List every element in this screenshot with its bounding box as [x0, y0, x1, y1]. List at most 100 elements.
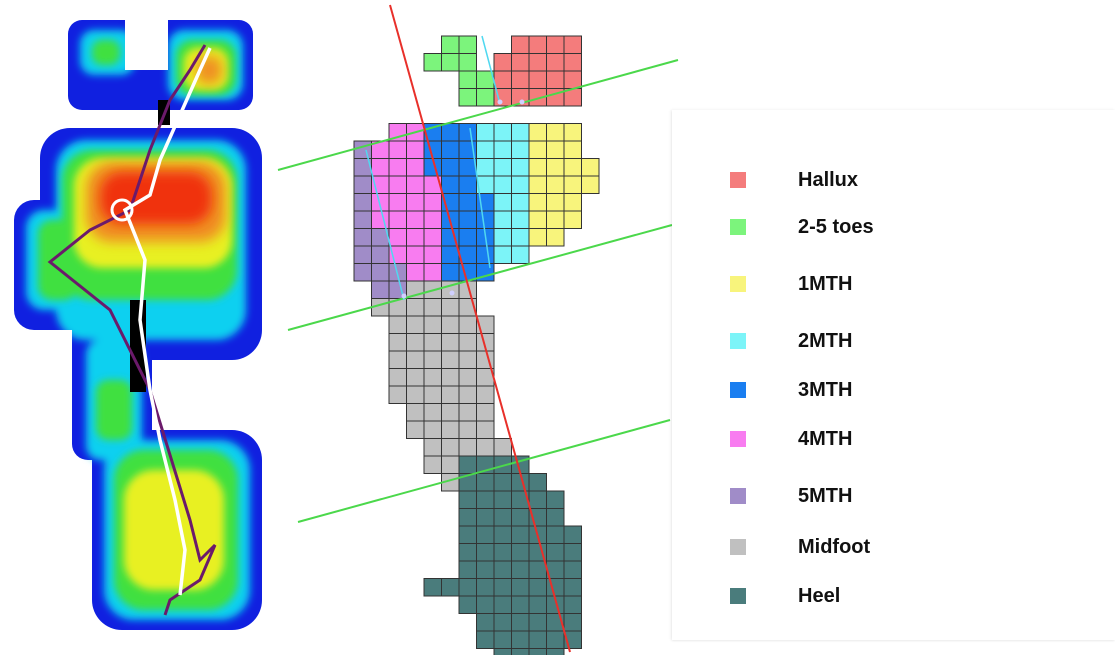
grid-cell-midfoot	[389, 316, 407, 334]
grid-cell-mth4	[371, 158, 389, 176]
grid-cell-midfoot	[441, 333, 459, 351]
grid-cell-midfoot	[424, 438, 442, 456]
grid-cell-mth4	[389, 176, 407, 194]
grid-cell-mth1	[564, 158, 582, 176]
grid-cell-mth1	[581, 176, 599, 194]
grid-cell-heel	[564, 526, 582, 544]
grid-cell-midfoot	[476, 438, 494, 456]
grid-cell-midfoot	[441, 368, 459, 386]
grid-cell-midfoot	[494, 438, 512, 456]
grid-cell-heel	[494, 596, 512, 614]
center-of-pressure-path	[122, 47, 212, 596]
grid-cell-mth3	[459, 228, 477, 246]
legend-item-mth1: 1MTH	[730, 272, 852, 296]
grid-cell-heel	[476, 578, 494, 596]
grid-cell-heel	[424, 578, 442, 596]
grid-cell-midfoot	[424, 403, 442, 421]
grid-cell-heel	[511, 543, 529, 561]
grid-cell-midfoot	[441, 438, 459, 456]
grid-cell-heel	[494, 561, 512, 579]
legend-swatch-mth3	[730, 382, 746, 398]
grid-cell-border	[493, 648, 512, 655]
grid-cell-hallux	[546, 36, 564, 54]
grid-cell-midfoot	[424, 386, 442, 404]
grid-cell-heel	[476, 491, 494, 509]
grid-cell-hallux	[494, 53, 512, 71]
grid-cell-heel	[529, 491, 547, 509]
grid-cell-mth3	[459, 211, 477, 229]
grid-cell-mth2	[494, 176, 512, 194]
grid-cell-heel	[529, 613, 547, 631]
grid-cell-mth1	[546, 123, 564, 141]
grid-cell-mth4	[424, 263, 442, 281]
grid-cell-mth4	[406, 228, 424, 246]
grid-cell-heel	[459, 526, 477, 544]
grid-cell-hallux	[529, 36, 547, 54]
grid-cell-mth5	[354, 141, 372, 159]
grid-cell-heel	[476, 526, 494, 544]
legend-swatch-mth5	[730, 488, 746, 504]
legend-swatch-toes	[730, 219, 746, 235]
legend-swatch-mth1	[730, 276, 746, 292]
grid-cell-mth1	[564, 176, 582, 194]
grid-cell-mth2	[511, 141, 529, 159]
grid-cell-mth4	[389, 211, 407, 229]
grid-cell-midfoot	[424, 298, 442, 316]
grid-cell-toes	[459, 71, 477, 89]
grid-cell-hallux	[494, 71, 512, 89]
grid-cell-mth5	[371, 228, 389, 246]
grid-cell-toes	[476, 71, 494, 89]
grid-cell-midfoot	[406, 403, 424, 421]
grid-cell-heel	[564, 561, 582, 579]
grid-cell-heel	[494, 648, 512, 655]
grid-cell-heel	[546, 631, 564, 649]
legend-swatch-mth4	[730, 431, 746, 447]
grid-cell-midfoot	[389, 368, 407, 386]
grid-cell-mth3	[459, 158, 477, 176]
grid-cell-mth5	[354, 246, 372, 264]
legend-item-mth5: 5MTH	[730, 484, 852, 508]
grid-cell-mth1	[546, 211, 564, 229]
grid-cell-heel	[564, 578, 582, 596]
legend-label-midfoot: Midfoot	[798, 535, 871, 558]
grid-cell-hallux	[564, 36, 582, 54]
grid-cell-heel	[529, 648, 547, 655]
grid-cell-mth2	[511, 193, 529, 211]
grid-cell-heel	[564, 543, 582, 561]
grid-cell-heel	[529, 561, 547, 579]
grid-cell-midfoot	[459, 368, 477, 386]
grid-cell-midfoot	[424, 316, 442, 334]
grid-cell-toes	[441, 53, 459, 71]
division-line-midfoot	[297, 419, 671, 523]
grid-cell-mth1	[529, 193, 547, 211]
grid-cell-mth2	[511, 246, 529, 264]
grid-cell-mth3	[441, 123, 459, 141]
grid-cell-heel	[546, 508, 564, 526]
grid-cell-mth2	[476, 158, 494, 176]
grid-cell-midfoot	[459, 438, 477, 456]
grid-cell-heel	[459, 561, 477, 579]
grid-cell-heel	[511, 508, 529, 526]
grid-cell-mth1	[529, 141, 547, 159]
grid-cell-mth4	[424, 246, 442, 264]
grid-cell-toes	[424, 53, 442, 71]
grid-cell-hallux	[564, 88, 582, 106]
grid-cell-midfoot	[459, 403, 477, 421]
grid-cell-mth4	[389, 228, 407, 246]
grid-cell-midfoot	[441, 386, 459, 404]
grid-cell-midfoot	[406, 333, 424, 351]
grid-cell-midfoot	[406, 298, 424, 316]
grid-cell-mth5	[354, 176, 372, 194]
grid-cell-mth4	[424, 228, 442, 246]
separator-toes	[481, 35, 501, 105]
grid-cell-hallux	[511, 53, 529, 71]
grid-cell-midfoot	[389, 351, 407, 369]
grid-cell-mth1	[564, 193, 582, 211]
grid-cell-heel	[459, 578, 477, 596]
grid-cell-midfoot	[441, 403, 459, 421]
grid-cell-midfoot	[441, 351, 459, 369]
grid-cell-midfoot	[476, 386, 494, 404]
segmentation-grid	[354, 36, 599, 655]
grid-cell-heel	[546, 648, 564, 655]
grid-cell-heel	[511, 648, 529, 655]
